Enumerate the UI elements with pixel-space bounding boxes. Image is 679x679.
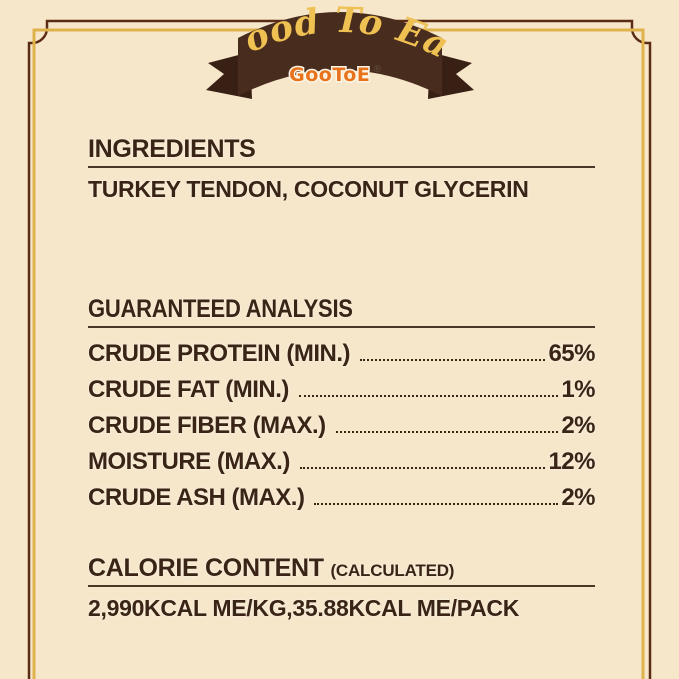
- guaranteed-analysis-rule: [88, 326, 595, 328]
- analysis-value: 2%: [561, 411, 595, 439]
- analysis-label: CRUDE PROTEIN (MIN.): [88, 339, 351, 367]
- analysis-label: CRUDE FAT (MIN.): [88, 375, 289, 403]
- guaranteed-analysis-heading: GUARANTEED ANALYSIS: [88, 295, 353, 323]
- analysis-value: 2%: [561, 483, 595, 511]
- ingredients-section: INGREDIENTS TURKEY TENDON, COCONUT GLYCE…: [88, 137, 595, 202]
- analysis-value: 65%: [548, 339, 595, 367]
- table-row: CRUDE PROTEIN (MIN.) 65%: [88, 330, 595, 366]
- calorie-content-heading: CALORIE CONTENT (CALCULATED): [88, 554, 455, 582]
- analysis-table: CRUDE PROTEIN (MIN.) 65% CRUDE FAT (MIN.…: [88, 330, 595, 510]
- calorie-content-rule: [88, 585, 595, 587]
- dotted-leader: [298, 395, 559, 397]
- dotted-leader: [360, 359, 546, 361]
- dotted-leader: [335, 431, 559, 433]
- ingredients-rule: [88, 166, 595, 168]
- guaranteed-analysis-section: GUARANTEED ANALYSIS CRUDE PROTEIN (MIN.)…: [88, 297, 595, 510]
- table-row: CRUDE FIBER (MAX.) 2%: [88, 402, 595, 438]
- registered-trademark-icon: ®: [372, 64, 383, 75]
- table-row: MOISTURE (MAX.) 12%: [88, 438, 595, 474]
- calorie-qualifier: (CALCULATED): [330, 561, 455, 580]
- analysis-value: 1%: [561, 375, 595, 403]
- table-row: CRUDE ASH (MAX.) 2%: [88, 474, 595, 510]
- analysis-value: 12%: [548, 447, 595, 475]
- dotted-leader: [299, 467, 546, 469]
- dotted-leader: [314, 503, 559, 505]
- ingredients-list: TURKEY TENDON, COCONUT GLYCERIN: [88, 176, 529, 202]
- calorie-value: 2,990KCAL ME/KG,35.88KCAL ME/PACK: [88, 595, 520, 621]
- calorie-content-section: CALORIE CONTENT (CALCULATED) 2,990KCAL M…: [88, 556, 595, 621]
- brand-logo: GooToE ®: [289, 64, 383, 86]
- ribbon-face: [238, 12, 442, 96]
- ingredients-heading: INGREDIENTS: [88, 135, 256, 163]
- analysis-label: CRUDE ASH (MAX.): [88, 483, 305, 511]
- table-row: CRUDE FAT (MIN.) 1%: [88, 366, 595, 402]
- analysis-label: CRUDE FIBER (MAX.): [88, 411, 326, 439]
- analysis-label: MOISTURE (MAX.): [88, 447, 290, 475]
